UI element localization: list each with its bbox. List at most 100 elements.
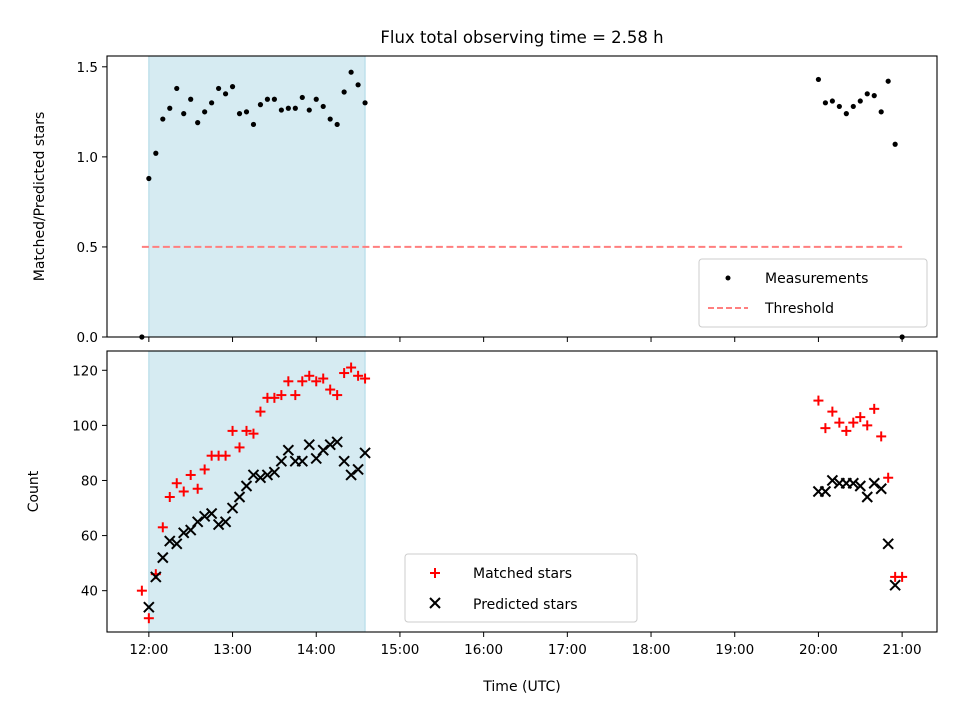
measurement-point xyxy=(250,121,257,128)
matched-star-point xyxy=(248,428,259,439)
measurement-point xyxy=(257,102,264,108)
measurement-point xyxy=(209,100,215,106)
measurement-point xyxy=(285,105,291,111)
measurement-point xyxy=(264,96,271,102)
matched-star-point xyxy=(297,376,308,387)
predicted-star-point xyxy=(282,444,295,456)
predicted-star-point xyxy=(157,551,169,564)
x-tick-label: 21:00 xyxy=(883,642,922,658)
x-tick-label: 12:00 xyxy=(129,642,168,658)
matched-star-point xyxy=(283,376,294,387)
matched-star-point xyxy=(304,370,315,381)
bottom-legend-box xyxy=(404,553,638,623)
matched-star-point xyxy=(876,431,887,442)
predicted-star-point xyxy=(191,516,204,528)
predicted-star-point xyxy=(826,474,839,487)
y-tick-label: 40 xyxy=(81,584,98,600)
matched-star-point xyxy=(897,571,908,582)
matched-star-point xyxy=(220,450,231,461)
top-panel: 0.0 0.5 1.0 1.5 Flux total observing time =… xyxy=(32,28,938,346)
matched-star-point xyxy=(855,412,866,423)
measurement-point xyxy=(829,98,835,104)
x-tick-label: 15:00 xyxy=(380,642,419,658)
measurement-point xyxy=(160,116,166,122)
measurement-point xyxy=(885,78,891,84)
predicted-star-point xyxy=(324,438,336,451)
measurement-point xyxy=(174,85,180,92)
measurement-point xyxy=(202,109,208,115)
y-tick-label: 100 xyxy=(72,418,98,434)
predicted-star-point xyxy=(352,463,364,476)
matched-star-point xyxy=(360,373,371,384)
legend-matched-label: Matched stars xyxy=(473,566,572,582)
measurement-point xyxy=(836,103,842,110)
measurement-point xyxy=(892,141,898,147)
matched-star-point xyxy=(813,395,824,406)
measurement-point xyxy=(871,93,877,99)
x-tick-label: 16:00 xyxy=(464,642,503,658)
matched-star-point xyxy=(157,522,168,533)
predicted-star-point xyxy=(882,538,894,550)
y-tick-label: 120 xyxy=(72,363,98,379)
measurement-point xyxy=(843,111,849,117)
x-tick-label: 18:00 xyxy=(632,642,671,658)
x-tick-label: 19:00 xyxy=(715,642,754,658)
predicted-star-point xyxy=(317,444,329,456)
matched-star-point xyxy=(318,373,329,384)
matched-star-point xyxy=(820,423,831,434)
predicted-star-point xyxy=(150,571,162,583)
measurement-point xyxy=(243,109,250,115)
predicted-star-point xyxy=(303,438,315,451)
x-tick-label: 17:00 xyxy=(548,642,587,658)
measurement-point xyxy=(320,103,326,110)
predicted-star-point xyxy=(889,579,901,591)
measurement-point xyxy=(857,98,863,104)
predicted-star-point xyxy=(219,516,232,528)
top-legend: Measurements Threshold xyxy=(698,258,928,328)
predicted-star-point xyxy=(178,527,190,539)
legend-predicted-label: Predicted stars xyxy=(473,597,578,613)
measurement-point xyxy=(362,100,368,106)
predicted-star-point xyxy=(275,455,288,467)
matched-star-point xyxy=(192,483,203,494)
predicted-star-point xyxy=(226,502,239,514)
bottom-legend: Matched stars Predicted stars xyxy=(404,553,638,623)
matched-star-point xyxy=(339,368,350,379)
measurement-point xyxy=(229,84,236,90)
matched-star-point xyxy=(227,425,238,436)
measurement-point xyxy=(355,82,361,88)
measurement-point xyxy=(153,150,159,156)
y-tick-label: 1.5 xyxy=(77,60,98,76)
predicted-star-point xyxy=(296,455,309,467)
matched-star-point xyxy=(353,370,364,381)
measurement-point xyxy=(167,105,173,111)
predicted-star-point xyxy=(205,507,218,520)
measurement-point xyxy=(271,96,277,102)
measurement-point xyxy=(181,111,187,117)
measurement-point xyxy=(850,103,856,110)
predicted-star-point xyxy=(233,491,246,503)
matched-star-point xyxy=(834,417,845,428)
measurement-point xyxy=(822,100,829,106)
measurement-point xyxy=(313,96,319,102)
predicted-star-point xyxy=(198,510,211,523)
matched-star-point xyxy=(332,390,343,401)
measurement-point xyxy=(236,111,243,117)
predicted-star-point xyxy=(854,480,866,492)
bottom-panel-xlabel: Time (UTC) xyxy=(482,679,560,695)
y-tick-label: 1.0 xyxy=(77,150,98,166)
top-panel-title: Flux total observing time = 2.58 h xyxy=(380,28,663,47)
predicted-star-point xyxy=(875,483,887,495)
measurement-point xyxy=(278,107,284,113)
matched-star-point xyxy=(346,362,357,373)
matched-star-point xyxy=(841,425,852,436)
measurement-point xyxy=(188,96,194,102)
measurement-point xyxy=(348,69,354,75)
top-panel-frame xyxy=(106,55,938,338)
predicted-star-point xyxy=(338,455,350,467)
matched-star-point xyxy=(325,384,336,395)
predicted-star-point xyxy=(268,466,281,478)
measurement-point xyxy=(327,116,333,122)
matched-star-point xyxy=(862,420,873,431)
predicted-star-point xyxy=(359,447,371,459)
